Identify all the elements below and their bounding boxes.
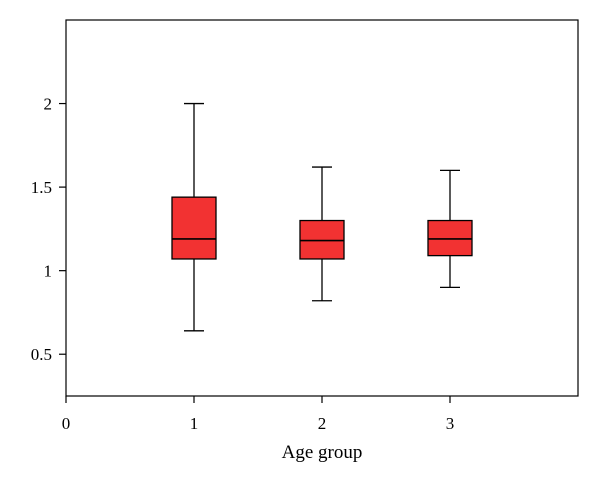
x-tick-label: 2	[318, 414, 327, 433]
y-tick-label: 2	[44, 95, 53, 114]
box-group-2	[299, 166, 345, 302]
box-group-1	[171, 102, 217, 332]
iqr-box	[171, 196, 217, 260]
x-axis: 0 1 2 3	[62, 396, 455, 433]
x-tick-label: 1	[190, 414, 199, 433]
x-axis-title: Age group	[282, 442, 363, 463]
y-axis: 0.5 1 1.5 2	[31, 95, 66, 364]
x-tick-label: 0	[62, 414, 71, 433]
y-tick-label: 1.5	[31, 178, 52, 197]
y-tick-label: 1	[44, 262, 53, 281]
box-series	[171, 102, 473, 332]
box-group-3	[427, 169, 473, 289]
iqr-box	[299, 219, 345, 260]
x-tick-label: 3	[446, 414, 455, 433]
y-tick-label: 0.5	[31, 345, 52, 364]
iqr-box	[427, 219, 473, 257]
